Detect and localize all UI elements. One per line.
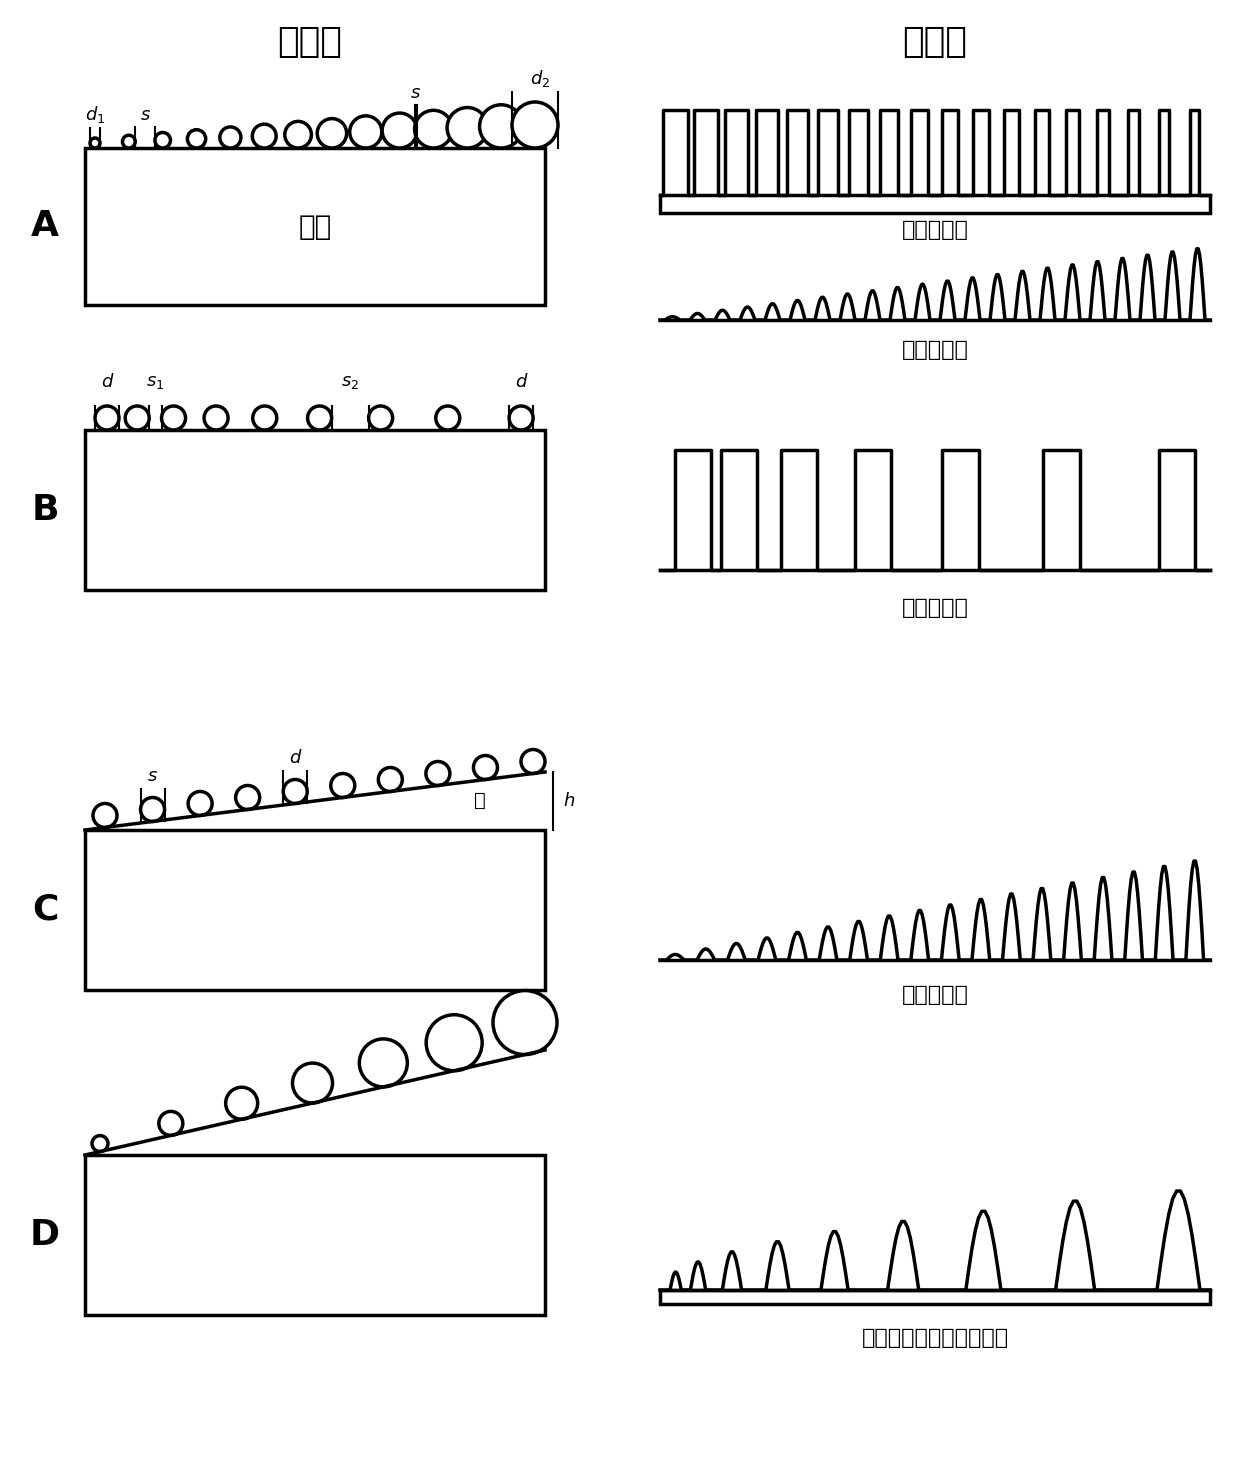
Circle shape: [425, 762, 450, 785]
Circle shape: [283, 779, 308, 803]
Circle shape: [360, 1038, 407, 1087]
Text: $d_2$: $d_2$: [529, 68, 551, 89]
Circle shape: [95, 407, 119, 430]
Circle shape: [219, 127, 241, 148]
Text: 蚀刻前: 蚀刻前: [278, 25, 342, 59]
Text: A: A: [31, 210, 60, 244]
Circle shape: [512, 102, 558, 148]
Bar: [660, 195, 1210, 213]
Circle shape: [293, 1063, 332, 1103]
Circle shape: [155, 133, 170, 148]
Circle shape: [123, 135, 135, 148]
Text: 村底: 村底: [299, 213, 331, 241]
Circle shape: [317, 118, 347, 148]
Text: 不同的高度: 不同的高度: [901, 985, 968, 1006]
Circle shape: [236, 785, 259, 809]
Circle shape: [494, 991, 557, 1055]
Circle shape: [350, 115, 382, 148]
Text: 蚀刻后: 蚀刻后: [903, 25, 967, 59]
Bar: [86, 148, 546, 305]
Text: C: C: [32, 893, 58, 927]
Circle shape: [382, 112, 417, 148]
Circle shape: [510, 407, 533, 430]
Circle shape: [474, 756, 497, 779]
Circle shape: [226, 1087, 258, 1120]
Circle shape: [93, 803, 117, 827]
Circle shape: [188, 791, 212, 815]
Text: d: d: [289, 750, 301, 768]
Circle shape: [448, 108, 487, 148]
Circle shape: [331, 774, 355, 797]
Circle shape: [414, 111, 453, 148]
Text: 层: 层: [474, 790, 486, 809]
Bar: [86, 430, 546, 590]
Bar: [86, 1155, 546, 1315]
Circle shape: [92, 1136, 108, 1152]
Text: s: s: [412, 84, 420, 102]
Circle shape: [159, 1111, 182, 1136]
Circle shape: [205, 407, 228, 430]
Circle shape: [253, 407, 277, 430]
Text: d: d: [102, 373, 113, 390]
Text: $s_2$: $s_2$: [341, 373, 360, 390]
Circle shape: [427, 1015, 482, 1071]
Bar: [660, 1290, 1210, 1304]
Text: $d_1$: $d_1$: [84, 104, 105, 126]
Text: 不同的间距: 不同的间距: [901, 598, 968, 618]
Circle shape: [285, 121, 311, 148]
Circle shape: [435, 407, 460, 430]
Text: h: h: [563, 791, 574, 810]
Circle shape: [161, 407, 186, 430]
Text: $s_1$: $s_1$: [146, 373, 165, 390]
Bar: [86, 830, 546, 989]
Circle shape: [252, 124, 277, 148]
Circle shape: [521, 750, 546, 774]
Circle shape: [480, 105, 523, 148]
Text: s: s: [140, 106, 150, 124]
Circle shape: [187, 130, 206, 148]
Text: D: D: [30, 1219, 60, 1253]
Text: 不同的直径: 不同的直径: [901, 220, 968, 240]
Circle shape: [140, 797, 165, 821]
Circle shape: [368, 407, 393, 430]
Circle shape: [125, 407, 149, 430]
Text: 不同的高度、直径和间距: 不同的高度、直径和间距: [862, 1328, 1008, 1347]
Text: d: d: [516, 373, 527, 390]
Text: s: s: [148, 768, 157, 785]
Circle shape: [308, 407, 331, 430]
Circle shape: [378, 768, 402, 791]
Text: B: B: [31, 493, 58, 527]
Circle shape: [91, 138, 100, 148]
Text: 不同的高度: 不同的高度: [901, 340, 968, 359]
